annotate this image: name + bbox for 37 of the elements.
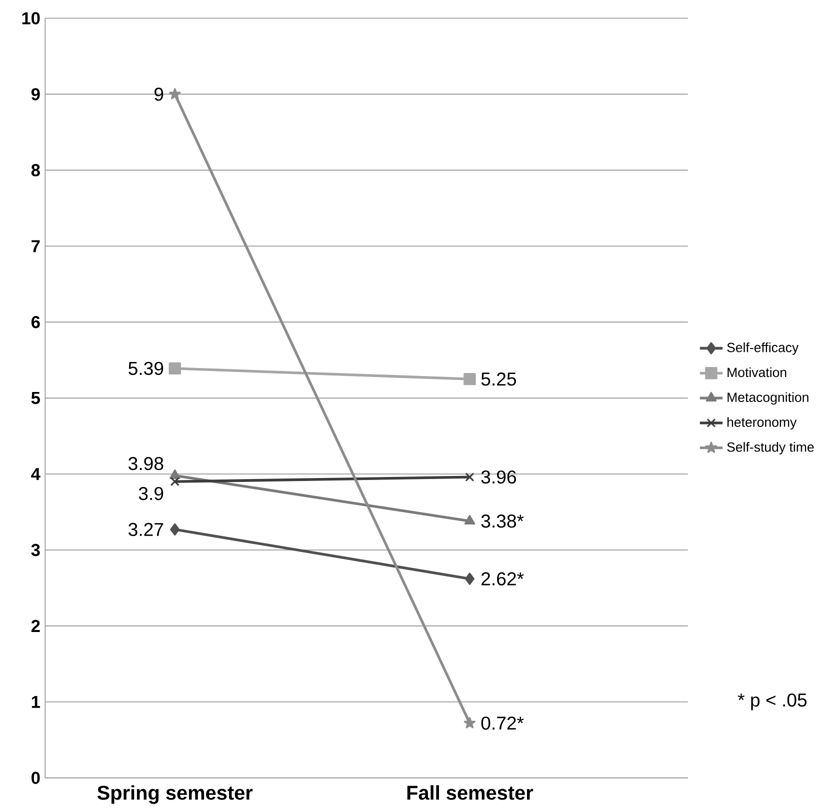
point bbox=[170, 476, 180, 486]
x-tick-label: Fall semester bbox=[407, 785, 534, 800]
point bbox=[464, 716, 476, 728]
data-label: 3.27 bbox=[128, 522, 164, 536]
legend-label: Metacognition bbox=[728, 392, 808, 404]
data-label: 3.9 bbox=[138, 486, 164, 500]
y-tick-label: 3 bbox=[31, 544, 40, 556]
data-label: 0.72* bbox=[481, 716, 524, 730]
y-tick-label: 5 bbox=[31, 392, 40, 404]
y-tick-label: 8 bbox=[31, 164, 40, 176]
data-label: 3.96 bbox=[481, 470, 516, 484]
y-tick-label: 6 bbox=[31, 316, 40, 328]
data-label: 3.38* bbox=[481, 514, 524, 528]
point bbox=[464, 572, 474, 585]
data-label: 5.39 bbox=[128, 362, 164, 375]
y-tick-label: 2 bbox=[31, 620, 40, 632]
legend-label: Self-efficacy bbox=[727, 342, 799, 355]
x-tick-label: Spring semester bbox=[97, 785, 253, 804]
point bbox=[465, 472, 474, 482]
point bbox=[168, 362, 181, 374]
point bbox=[464, 372, 476, 386]
y-tick-label: 0 bbox=[32, 772, 40, 784]
data-label: 2.62* bbox=[482, 572, 524, 586]
y-tick-label: 7 bbox=[32, 240, 40, 252]
y-tick-label: 4 bbox=[31, 468, 40, 480]
legend-label: Motivation bbox=[728, 367, 786, 377]
point bbox=[169, 88, 181, 100]
point bbox=[170, 523, 180, 536]
y-tick-label: 10 bbox=[22, 12, 40, 24]
data-label: 3.98 bbox=[128, 456, 164, 470]
legend-label: Self-study time bbox=[727, 442, 814, 454]
legend-label: heteronomy bbox=[727, 417, 797, 430]
data-label: 9 bbox=[154, 87, 164, 101]
data-label: 5.25 bbox=[481, 372, 516, 386]
y-tick-label: 1 bbox=[32, 696, 40, 708]
y-tick-label: 9 bbox=[31, 88, 40, 100]
text: * p < .05 bbox=[738, 693, 807, 710]
